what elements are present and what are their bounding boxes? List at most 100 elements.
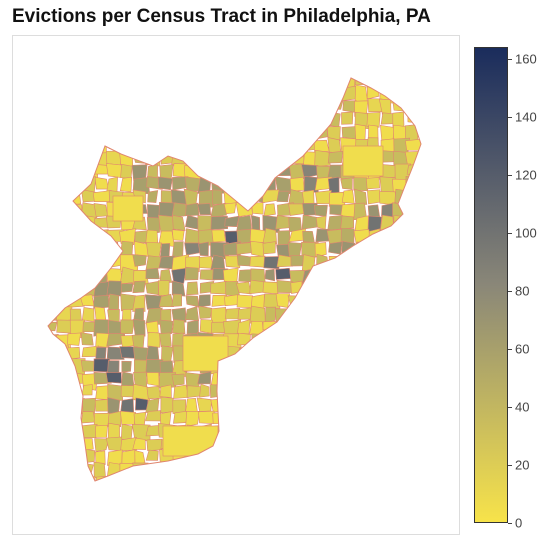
census-tract [313, 204, 328, 217]
census-tract [290, 151, 305, 165]
census-tract [93, 461, 106, 479]
census-tract [223, 138, 241, 155]
census-tract [392, 280, 405, 294]
census-tract [186, 281, 199, 296]
census-tract [353, 282, 367, 295]
census-tract [158, 464, 174, 481]
census-tract [94, 438, 110, 452]
census-tract [314, 268, 333, 284]
census-tract [289, 137, 305, 151]
census-tract [209, 125, 229, 139]
census-tract [171, 280, 186, 297]
colorbar-tick-mark [508, 174, 512, 176]
census-tract [145, 229, 159, 244]
census-tract [121, 360, 132, 373]
census-tract [261, 333, 277, 350]
census-tract [418, 111, 421, 128]
census-tract [146, 138, 160, 150]
census-tract [418, 308, 421, 324]
census-tract [236, 294, 254, 309]
census-tract [366, 319, 384, 338]
census-tract [262, 384, 279, 398]
census-tract [224, 215, 240, 228]
census-tract [210, 371, 228, 386]
census-tract [420, 371, 421, 384]
census-tract [262, 281, 279, 295]
census-tract [263, 138, 276, 157]
census-tract [392, 256, 406, 274]
census-tract [173, 384, 190, 399]
census-tract [68, 98, 83, 114]
census-tract [302, 280, 318, 298]
census-tract [315, 112, 330, 125]
census-tract [289, 126, 306, 140]
census-tract [366, 78, 384, 89]
census-tract [199, 462, 214, 481]
census-tract [264, 306, 276, 323]
census-tract [223, 449, 236, 467]
census-tract [67, 85, 83, 100]
census-tract [340, 215, 355, 230]
census-tract [341, 318, 355, 334]
census-tract [48, 293, 60, 308]
census-tract [146, 438, 163, 451]
census-tract [327, 281, 341, 297]
census-tract [144, 294, 163, 310]
census-tract [48, 307, 59, 321]
census-tract [366, 309, 385, 322]
census-tract [289, 424, 306, 437]
census-tract [366, 384, 383, 401]
census-tract [327, 267, 344, 280]
census-tract [406, 189, 421, 206]
census-tract [171, 229, 185, 241]
census-tract [120, 437, 138, 452]
census-tract [326, 126, 341, 142]
census-tract [68, 113, 83, 128]
census-tract [418, 345, 421, 360]
census-tract [67, 476, 85, 481]
census-tract [210, 398, 224, 413]
census-tract [93, 295, 110, 309]
census-tract [249, 78, 265, 90]
census-tract [288, 347, 306, 361]
census-tract [264, 413, 280, 427]
census-tract [380, 436, 399, 451]
census-tract [48, 321, 58, 332]
census-tract [69, 214, 81, 231]
census-tract [379, 78, 399, 87]
census-tract [405, 424, 421, 438]
census-tract [392, 98, 407, 112]
census-tract [275, 267, 292, 280]
census-tract [133, 411, 147, 426]
census-tract [341, 384, 359, 402]
census-tract [302, 463, 320, 475]
census-tract [418, 215, 421, 232]
census-tract [209, 78, 224, 87]
census-tract [275, 384, 289, 402]
census-tract [56, 398, 72, 409]
census-tract [406, 476, 421, 481]
census-tract [353, 475, 369, 481]
map-frame [12, 35, 460, 535]
census-tract [354, 449, 371, 465]
census-tract [379, 228, 396, 245]
census-tract [289, 462, 304, 477]
census-tract [93, 99, 108, 111]
census-tract [55, 256, 71, 268]
census-tract [419, 241, 421, 259]
census-tract [289, 99, 305, 115]
census-tract [263, 474, 276, 481]
census-tract [48, 409, 60, 425]
census-tract [392, 371, 410, 384]
census-tract [48, 268, 57, 280]
census-tract [120, 319, 135, 335]
census-tract [301, 164, 319, 178]
census-tract [48, 230, 59, 246]
census-tract [392, 399, 408, 414]
census-tract [249, 112, 263, 126]
census-tract [68, 176, 82, 193]
census-tract [262, 241, 276, 255]
colorbar-tick-mark [508, 348, 512, 350]
census-tract [172, 214, 186, 231]
census-tract [263, 126, 276, 141]
